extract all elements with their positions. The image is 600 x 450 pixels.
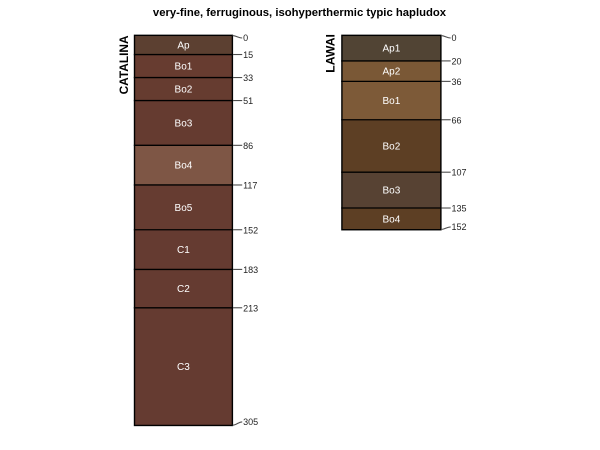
svg-text:Ap: Ap [177,41,190,52]
svg-text:Bo4: Bo4 [383,215,401,226]
svg-text:Bo2: Bo2 [383,142,401,153]
svg-text:152: 152 [452,222,467,232]
svg-text:Ap1: Ap1 [383,44,401,55]
svg-text:Bo3: Bo3 [175,119,193,130]
svg-text:C1: C1 [177,245,190,256]
svg-text:Bo1: Bo1 [383,96,401,107]
svg-text:Ap2: Ap2 [383,67,401,78]
svg-text:Bo1: Bo1 [175,62,193,73]
svg-text:CATALINA: CATALINA [117,35,131,94]
svg-text:C2: C2 [177,284,190,295]
svg-text:152: 152 [243,225,258,235]
svg-text:33: 33 [243,73,253,83]
svg-text:183: 183 [243,265,258,275]
svg-text:36: 36 [452,77,462,87]
svg-text:15: 15 [243,50,253,60]
svg-text:66: 66 [452,115,462,125]
svg-text:0: 0 [243,33,248,43]
svg-text:LAWAI: LAWAI [324,34,338,73]
svg-text:305: 305 [243,417,258,427]
svg-text:0: 0 [452,33,457,43]
svg-text:very-fine, ferruginous, isohyp: very-fine, ferruginous, isohyperthermic … [153,7,447,19]
svg-text:117: 117 [243,180,257,190]
svg-text:135: 135 [452,204,467,214]
svg-text:107: 107 [452,168,467,178]
svg-text:213: 213 [243,303,258,313]
svg-text:20: 20 [452,56,462,66]
svg-text:Bo5: Bo5 [175,203,193,214]
svg-text:Bo2: Bo2 [175,85,193,96]
svg-text:51: 51 [243,96,253,106]
svg-text:C3: C3 [177,362,190,373]
svg-text:86: 86 [243,141,253,151]
svg-text:Bo4: Bo4 [175,161,193,172]
svg-text:Bo3: Bo3 [383,186,401,197]
